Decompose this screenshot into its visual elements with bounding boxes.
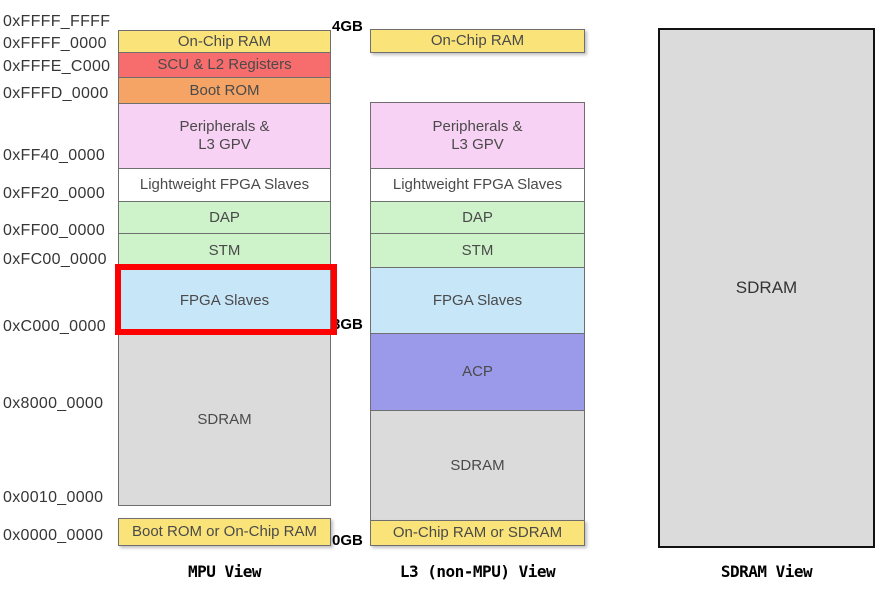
block-label: Peripherals & L3 GPV	[179, 118, 270, 153]
block-label: FPGA Slaves	[432, 291, 523, 309]
block-label: Boot ROM	[189, 81, 260, 99]
l3-block-sdram: SDRAM	[370, 410, 585, 521]
mpu-block-lightweight-fpga-slaves: Lightweight FPGA Slaves	[118, 168, 331, 202]
mpu-block-sdram: SDRAM	[118, 334, 331, 506]
block-label: SDRAM	[197, 411, 252, 428]
block-label: Lightweight FPGA Slaves	[139, 176, 310, 193]
l3-view-title: L3 (non-MPU) View	[399, 562, 556, 581]
block-label: On-Chip RAM or SDRAM	[392, 524, 563, 541]
block-label: On-Chip RAM	[177, 32, 272, 50]
size-marker-3gb: 3GB	[332, 316, 363, 333]
address-label-0x0000-0000: 0x0000_0000	[3, 527, 104, 544]
size-marker-0gb: 0GB	[332, 532, 363, 549]
block-label: DAP	[209, 208, 240, 226]
block-label: Lightweight FPGA Slaves	[392, 176, 563, 193]
address-label-0xc000-0000: 0xC000_0000	[3, 318, 106, 335]
fpga-slaves-highlight-frame	[115, 264, 337, 335]
l3-block-lightweight-fpga-slaves: Lightweight FPGA Slaves	[370, 168, 585, 202]
block-label: On-Chip RAM	[430, 32, 525, 49]
l3-block-peripherals-l3-gpv: Peripherals & L3 GPV	[370, 102, 585, 169]
block-label: SDRAM	[735, 278, 798, 297]
mpu-block-dap: DAP	[118, 201, 331, 234]
mpu-block-stm: STM	[118, 233, 331, 268]
mpu-view-title: MPU View	[187, 562, 262, 581]
address-label-0xff20-0000: 0xFF20_0000	[3, 185, 106, 202]
address-label-0xfc00-0000: 0xFC00_0000	[3, 251, 107, 268]
block-label: STM	[461, 241, 494, 259]
block-label: DAP	[462, 208, 493, 226]
l3-block-on-chip-ram: On-Chip RAM	[370, 29, 585, 53]
sdram-view-title: SDRAM View	[720, 562, 813, 581]
address-label-0xfffe-c000: 0xFFFE_C000	[3, 58, 111, 75]
address-label-0xffff-ffff: 0xFFFF_FFFF	[3, 13, 111, 30]
mpu-block-peripherals-l3-gpv: Peripherals & L3 GPV	[118, 103, 331, 169]
address-label-0x8000-0000: 0x8000_0000	[3, 395, 104, 412]
mpu-block-on-chip-ram: On-Chip RAM	[118, 30, 331, 53]
mpu-block-boot-rom: Boot ROM	[118, 77, 331, 104]
l3-block-on-chip-ram-or-sdram: On-Chip RAM or SDRAM	[370, 520, 585, 546]
block-label: SDRAM	[450, 456, 505, 474]
l3-block-stm: STM	[370, 233, 585, 268]
l3-view-column: On-Chip RAM Peripherals & L3 GPV Lightwe…	[370, 0, 585, 600]
l3-block-dap: DAP	[370, 201, 585, 234]
block-label: STM	[208, 241, 241, 259]
block-label: FPGA Slaves	[179, 292, 270, 309]
address-label-0xff40-0000: 0xFF40_0000	[3, 147, 106, 164]
block-label: SCU & L2 Registers	[157, 56, 292, 73]
block-label: Peripherals & L3 GPV	[432, 117, 523, 153]
address-label-0x0010-0000: 0x0010_0000	[3, 489, 104, 506]
address-label-0xfffd-0000: 0xFFFD_0000	[3, 85, 109, 102]
block-label: Boot ROM or On-Chip RAM	[131, 523, 318, 540]
block-label: ACP	[462, 363, 493, 380]
l3-block-acp: ACP	[370, 333, 585, 411]
size-marker-4gb: 4GB	[332, 18, 363, 35]
mpu-block-boot-rom-or-on-chip-ram: Boot ROM or On-Chip RAM	[118, 518, 331, 546]
l3-block-fpga-slaves: FPGA Slaves	[370, 267, 585, 334]
address-label-0xffff-0000: 0xFFFF_0000	[3, 35, 107, 52]
sdram-view-column: SDRAM SDRAM View	[658, 0, 875, 600]
mpu-block-scu-l2-registers: SCU & L2 Registers	[118, 52, 331, 78]
mpu-view-column: On-Chip RAM SCU & L2 Registers Boot ROM …	[115, 0, 337, 600]
address-label-0xff00-0000: 0xFF00_0000	[3, 222, 106, 239]
sdram-view-block-sdram: SDRAM	[658, 28, 875, 548]
